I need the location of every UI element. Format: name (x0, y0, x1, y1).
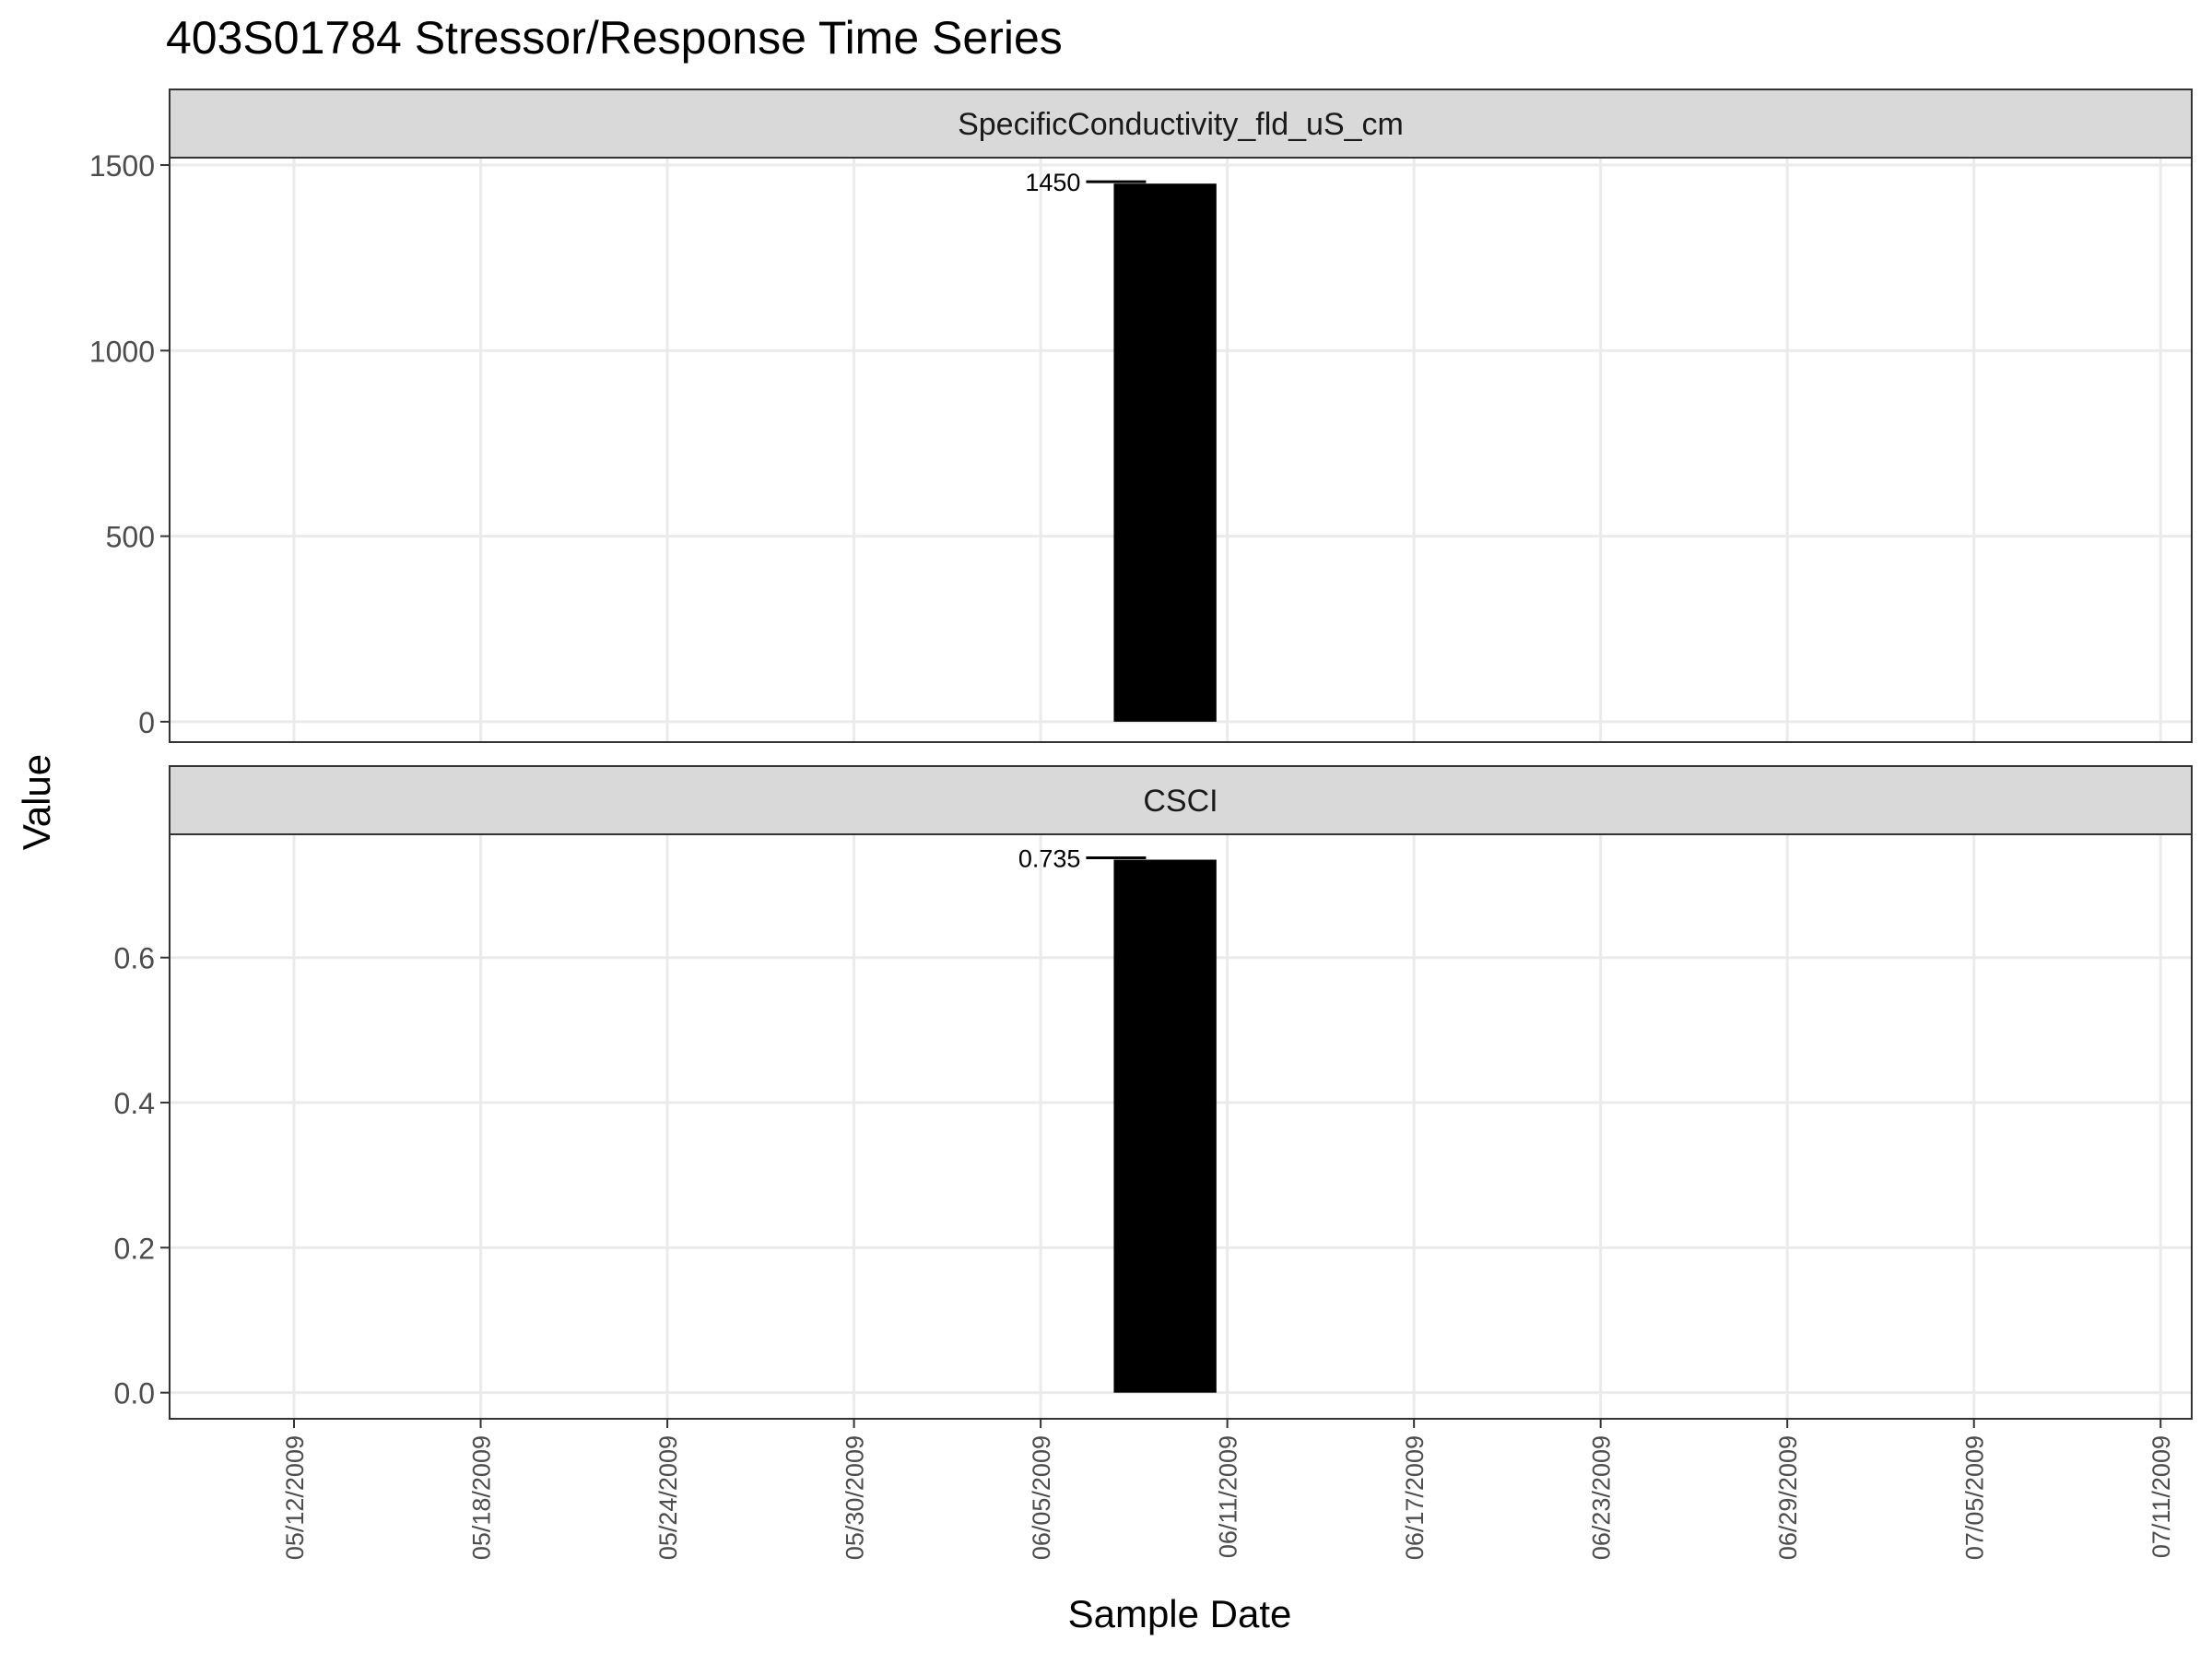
x-tick-label: 05/12/2009 (281, 1435, 309, 1560)
x-tick-label: 05/18/2009 (468, 1435, 496, 1560)
panel-border (169, 157, 2193, 743)
x-tick-label: 07/05/2009 (1961, 1435, 1989, 1560)
x-tick-label: 06/17/2009 (1401, 1435, 1429, 1560)
bar (1113, 183, 1217, 722)
strip-header (169, 89, 2193, 159)
data-label: 0.735 (1018, 845, 1081, 873)
panel-1: SpecificConductivity_fld_uS_cm 0 500 1000 15… (89, 89, 2193, 743)
chart-title: 403S01784 Stressor/Response Time Series (166, 12, 1063, 64)
y-axis-label: Value (15, 754, 58, 850)
bar (1113, 859, 1217, 1393)
y-tick-label: 0 (138, 706, 155, 739)
x-tick-label: 05/24/2009 (654, 1435, 682, 1560)
x-axis-label: Sample Date (1068, 1592, 1292, 1635)
y-tick-label: 0.0 (114, 1377, 155, 1410)
x-tick-label: 06/29/2009 (1774, 1435, 1802, 1560)
y-tick-label: 1000 (89, 335, 155, 368)
x-tick-label: 05/30/2009 (841, 1435, 869, 1560)
x-tick-label: 07/11/2009 (2147, 1435, 2175, 1558)
y-tick-label: 0.2 (114, 1232, 155, 1265)
x-tick-label: 06/23/2009 (1588, 1435, 1616, 1560)
x-tick-label: 06/11/2009 (1215, 1435, 1242, 1558)
x-tick-label: 06/05/2009 (1028, 1435, 1055, 1560)
y-tick-label: 0.6 (114, 942, 155, 975)
y-tick-label: 500 (106, 521, 155, 554)
panels-layer: SpecificConductivity_fld_uS_cm 0 500 1000 15… (89, 89, 2193, 1420)
panel-2: CSCI 0.0 0.2 0.4 0.6 0.735 (114, 765, 2193, 1420)
strip-label: CSCI (1143, 784, 1218, 819)
y-tick-label: 1500 (89, 149, 155, 183)
x-axis: 05/12/2009 05/18/2009 05/24/2009 05/30/2009… (281, 1419, 2175, 1560)
strip-label: SpecificConductivity_fld_uS_cm (958, 107, 1404, 142)
panel-border (169, 833, 2193, 1420)
strip-header (169, 765, 2193, 835)
y-tick-label: 0.4 (114, 1087, 155, 1120)
data-label: 1450 (1025, 169, 1080, 196)
